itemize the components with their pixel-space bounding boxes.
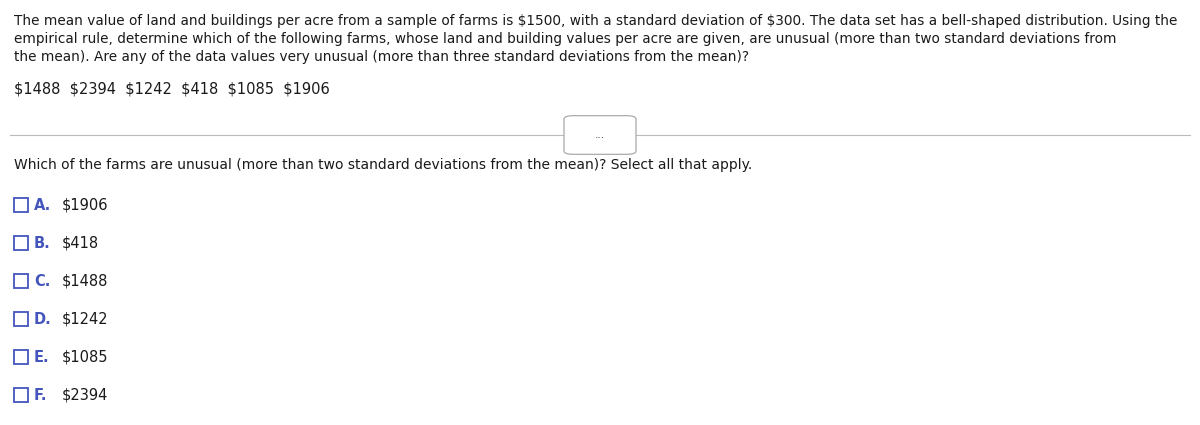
Bar [14, 350, 28, 364]
Text: D.: D. [34, 312, 52, 326]
Text: B.: B. [34, 235, 50, 250]
Text: \$1906: \$1906 [62, 198, 108, 212]
Text: \$1488: \$1488 [62, 274, 108, 289]
Text: \$1242: \$1242 [62, 312, 109, 326]
Text: \$1085: \$1085 [62, 349, 108, 365]
Text: empirical rule, determine which of the following farms, whose land and building : empirical rule, determine which of the f… [14, 32, 1116, 46]
Text: A.: A. [34, 198, 52, 212]
Bar [14, 236, 28, 250]
Bar [14, 312, 28, 326]
Text: ...: ... [595, 130, 605, 140]
Bar [14, 274, 28, 288]
Text: \$1488  \$2394  \$1242  \$418  \$1085  \$1906: \$1488 \$2394 \$1242 \$418 \$1085 \$1906 [14, 82, 330, 97]
Text: \$2394: \$2394 [62, 388, 108, 402]
Text: Which of the farms are unusual (more than two standard deviations from the mean): Which of the farms are unusual (more tha… [14, 158, 752, 172]
Text: C.: C. [34, 274, 50, 289]
Text: \$418: \$418 [62, 235, 100, 250]
Text: The mean value of land and buildings per acre from a sample of farms is \$1500, : The mean value of land and buildings per… [14, 14, 1177, 28]
Text: F.: F. [34, 388, 48, 402]
Bar [14, 198, 28, 212]
Text: the mean). Are any of the data values very unusual (more than three standard dev: the mean). Are any of the data values ve… [14, 50, 749, 64]
Bar [14, 388, 28, 402]
FancyBboxPatch shape [564, 116, 636, 154]
Text: E.: E. [34, 349, 49, 365]
